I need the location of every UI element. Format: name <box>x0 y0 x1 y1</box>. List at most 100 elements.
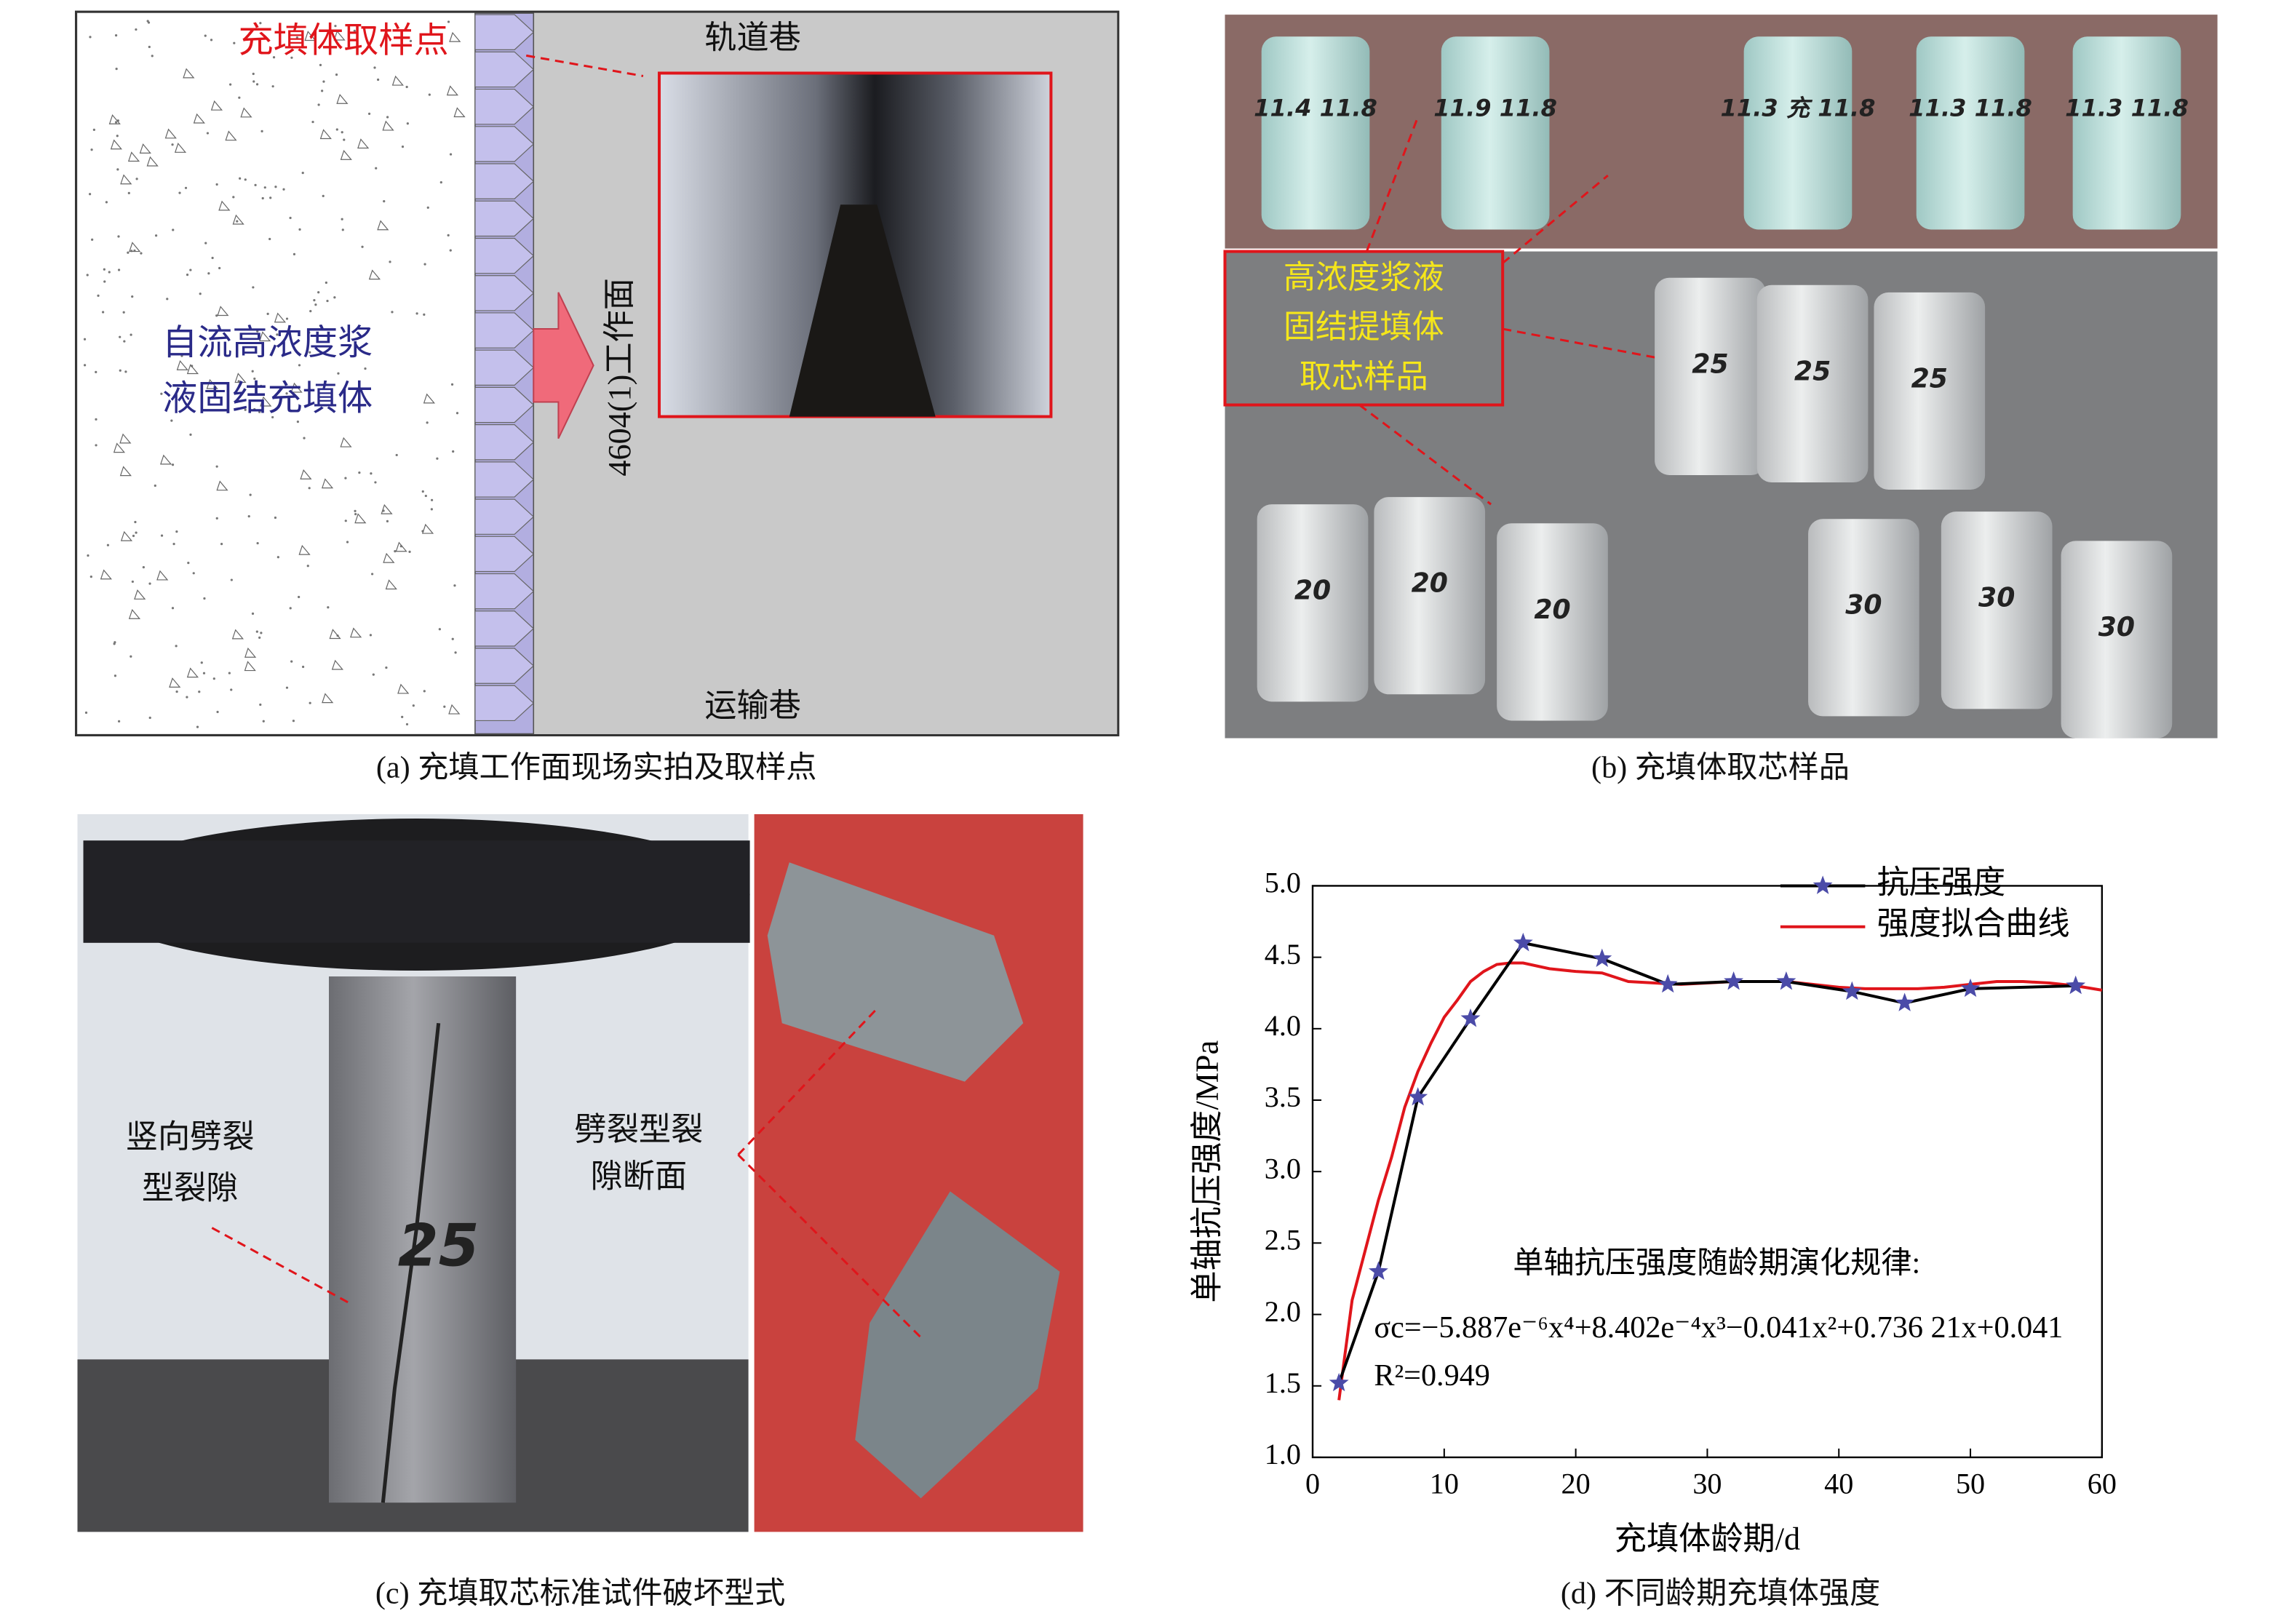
panel-a: 充填体取样点 轨道巷 运输巷 自流高浓度浆 液固结充填体 4604(1)工作面 … <box>74 10 1120 784</box>
caption: (d) 不同龄期充填体强度 <box>1561 1576 1880 1610</box>
data-point <box>1460 1008 1481 1027</box>
texture-dot <box>230 578 233 581</box>
texture-dot <box>296 420 299 423</box>
texture-dot <box>274 516 277 520</box>
texture-dot <box>405 723 409 726</box>
support <box>474 685 535 722</box>
texture-tri <box>120 174 132 185</box>
data-point <box>1658 974 1678 993</box>
texture-dot <box>285 686 289 689</box>
texture-dot <box>454 651 457 654</box>
texture-dot <box>127 191 130 194</box>
texture-dot <box>131 580 134 584</box>
core-sample <box>1941 512 2053 709</box>
caption: (a) 充填工作面现场实拍及取样点 <box>376 750 817 784</box>
core-sample <box>1756 284 1869 482</box>
texture-dot <box>192 572 195 575</box>
pointers <box>211 1008 922 1339</box>
texture-tri <box>164 128 177 139</box>
texture-tri <box>139 143 151 154</box>
texture-dot <box>389 260 391 263</box>
support <box>474 498 535 535</box>
texture-dot <box>369 634 373 637</box>
texture-dot <box>451 637 454 640</box>
texture-tri <box>156 570 169 581</box>
texture-dot <box>252 80 255 83</box>
texture-dot <box>256 330 259 333</box>
texture-dot <box>405 85 408 89</box>
texture-dot <box>202 672 206 674</box>
texture-dot <box>322 194 325 197</box>
texture-dot <box>175 530 178 533</box>
texture-dot <box>117 268 121 271</box>
sample-mark: 11.9 11.8 <box>1433 95 1557 122</box>
texture-dot <box>293 252 296 256</box>
texture-tri <box>322 693 334 704</box>
texture-dot <box>233 41 236 44</box>
texture-dot <box>260 632 263 634</box>
texture-dot <box>215 517 218 520</box>
texture-dot <box>189 433 192 436</box>
texture-dot <box>353 29 356 32</box>
x-tick-label: 40 <box>1824 1467 1853 1500</box>
texture-tri <box>160 454 172 465</box>
texture-dot <box>237 380 240 383</box>
texture-dot <box>354 509 357 513</box>
texture-dot <box>154 234 158 237</box>
texture-tri <box>423 393 436 404</box>
texture-dot <box>180 354 183 357</box>
texture-tri <box>382 120 394 131</box>
y-tick-label: 4.0 <box>1265 1009 1301 1042</box>
texture-tri <box>340 437 352 447</box>
texture-dot <box>309 701 311 704</box>
texture-dot <box>426 421 429 424</box>
texture-dot <box>325 281 327 284</box>
texture-dot <box>90 148 93 151</box>
texture-tri <box>446 85 459 96</box>
texture-dot <box>256 541 259 545</box>
texture-dot <box>253 407 256 411</box>
texture-dot <box>252 72 255 76</box>
texture-tri <box>129 242 141 252</box>
specimen <box>329 976 517 1503</box>
sample-mark: 11.3 11.8 <box>1909 95 2032 122</box>
sample-mark: 30 <box>2098 611 2135 642</box>
texture-dot <box>386 520 389 522</box>
texture-dot <box>95 370 98 373</box>
texture-dot <box>271 85 274 88</box>
texture-dot <box>187 561 190 565</box>
texture-dot <box>171 143 174 146</box>
core-sample <box>1261 36 1370 230</box>
texture-dot <box>203 597 206 600</box>
texture-dot <box>343 138 346 141</box>
texture-dot <box>259 703 262 706</box>
x-tick-label: 30 <box>1692 1467 1722 1500</box>
face-label: 4604(1)工作面 <box>602 278 637 476</box>
texture-dot <box>317 291 320 294</box>
texture-dot <box>216 710 219 714</box>
texture-dot <box>295 36 299 39</box>
texture-tri <box>176 359 188 370</box>
texture-dot <box>119 335 122 338</box>
texture-tri <box>210 100 223 111</box>
texture-tri <box>397 683 410 694</box>
annotation: R²=0.949 <box>1374 1358 1489 1393</box>
core-sample <box>1257 504 1369 702</box>
sample-mark: 25 <box>1911 362 1948 394</box>
data-point <box>1960 978 1981 998</box>
support <box>474 163 535 199</box>
texture-dot <box>247 515 250 518</box>
texture-dot <box>108 271 111 274</box>
sample-mark: 11.4 11.8 <box>1254 95 1377 122</box>
texture-tri <box>169 677 181 688</box>
texture-dot <box>372 673 375 676</box>
texture-dot <box>290 660 293 663</box>
texture-dot <box>135 531 138 534</box>
texture-dot <box>412 704 415 707</box>
texture-dot <box>220 543 223 546</box>
x-tick-label: 0 <box>1305 1467 1320 1500</box>
texture-tri <box>232 214 244 225</box>
texture-dot <box>239 177 242 180</box>
texture-dot <box>232 196 235 199</box>
texture-dot <box>215 183 218 186</box>
